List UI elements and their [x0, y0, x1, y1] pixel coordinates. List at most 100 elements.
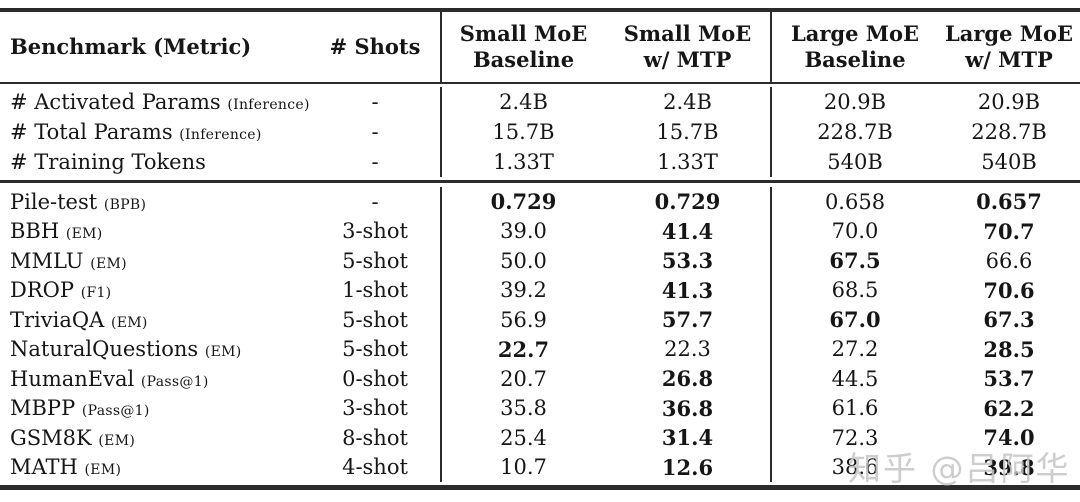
shots-cell: 5-shot	[342, 307, 408, 332]
shots-cell: -	[371, 90, 379, 114]
column-header-line2: w/ MTP	[643, 47, 732, 72]
small-moe-baseline-cell: 15.7B	[440, 117, 605, 147]
large-moe-baseline-cell: 70.0	[770, 216, 938, 246]
benchmark-name: GSM8K	[10, 425, 92, 450]
column-header-line2: Baseline	[472, 47, 575, 72]
large-moe-baseline-cell: 67.5	[770, 246, 938, 276]
small-moe-mtp-cell: 15.7B	[656, 120, 719, 144]
row-label: Pile-test (BPB)	[0, 190, 310, 214]
column-header-large-moe-baseline: Large MoE Baseline	[770, 12, 938, 82]
large-moe-mtp-cell: 74.0	[983, 425, 1035, 451]
row-label: MMLU (EM)	[0, 249, 310, 273]
shots-cell: 4-shot	[342, 455, 408, 480]
large-moe-mtp-cell: 70.6	[983, 277, 1035, 303]
small-moe-mtp-cell: 26.8	[661, 366, 714, 392]
large-moe-baseline-cell: 27.2	[770, 334, 938, 364]
large-moe-mtp-cell: 39.8	[983, 454, 1035, 480]
benchmark-metric: (EM)	[98, 432, 136, 449]
shots-cell: 3-shot	[342, 396, 408, 421]
small-moe-baseline-cell: 2.4B	[440, 87, 605, 117]
column-header-line1: Large MoE	[944, 20, 1074, 46]
benchmark-name: BBH	[10, 219, 60, 244]
column-header-line1: Large MoE	[790, 20, 920, 46]
column-header-line2: Baseline	[804, 47, 906, 72]
small-moe-baseline-cell: 20.7	[440, 364, 605, 394]
table-row: MATH (EM) 4-shot 10.7 12.6 38.6 39.8	[0, 452, 1080, 482]
small-moe-baseline-cell: 10.7	[440, 452, 605, 482]
large-moe-mtp-cell: 28.5	[983, 336, 1035, 362]
table-row: GSM8K (EM) 8-shot 25.4 31.4 72.3 74.0	[0, 423, 1080, 453]
benchmark-name: # Activated Params	[10, 90, 221, 114]
small-moe-baseline-cell: 25.4	[440, 423, 605, 453]
large-moe-mtp-cell: 67.3	[983, 307, 1035, 333]
column-header-benchmark-metric: Benchmark (Metric)	[10, 33, 252, 59]
row-label: GSM8K (EM)	[0, 426, 310, 450]
row-label: DROP (F1)	[0, 278, 310, 302]
small-moe-mtp-cell: 53.3	[661, 248, 714, 274]
small-moe-mtp-cell: 1.33T	[657, 150, 718, 174]
large-moe-mtp-cell: 20.9B	[977, 90, 1041, 114]
large-moe-mtp-cell: 62.2	[983, 395, 1035, 421]
small-moe-mtp-cell: 41.4	[661, 218, 714, 244]
benchmark-metric: (BPB)	[103, 196, 147, 213]
large-moe-baseline-cell: 228.7B	[770, 117, 938, 147]
column-header-line2: w/ MTP	[965, 47, 1053, 72]
small-moe-mtp-cell: 36.8	[661, 395, 714, 421]
table-row: DROP (F1) 1-shot 39.2 41.3 68.5 70.6	[0, 275, 1080, 305]
row-label: MATH (EM)	[0, 455, 310, 479]
column-header-line1: Small MoE	[459, 20, 588, 46]
benchmark-name: MATH	[10, 455, 78, 480]
small-moe-baseline-cell: 0.729	[440, 187, 605, 217]
row-label: # Activated Params (Inference)	[0, 90, 310, 114]
small-moe-mtp-cell: 31.4	[661, 425, 714, 451]
row-label: # Total Params (Inference)	[0, 120, 310, 144]
row-label: TriviaQA (EM)	[0, 308, 310, 332]
table-header-row: Benchmark (Metric) # Shots Small MoE Bas…	[0, 12, 1080, 82]
benchmark-metric: (Pass@1)	[140, 373, 209, 390]
small-moe-mtp-cell: 0.729	[654, 189, 721, 215]
large-moe-mtp-cell: 540B	[981, 150, 1037, 174]
benchmark-name: HumanEval	[10, 366, 135, 391]
large-moe-mtp-cell: 53.7	[983, 366, 1035, 392]
benchmark-metric: (EM)	[90, 255, 127, 272]
large-moe-mtp-cell: 70.7	[983, 218, 1035, 244]
large-moe-mtp-cell: 228.7B	[971, 120, 1047, 144]
small-moe-baseline-cell: 22.7	[440, 334, 605, 364]
large-moe-baseline-cell: 20.9B	[770, 87, 938, 117]
table-row: # Training Tokens - 1.33T 1.33T 540B 540…	[0, 147, 1080, 177]
header-divider-rule	[0, 82, 1080, 84]
column-header-small-moe-mtp: Small MoE w/ MTP	[605, 21, 770, 74]
shots-cell: -	[371, 150, 379, 174]
large-moe-baseline-cell: 0.658	[770, 187, 938, 217]
row-label: HumanEval (Pass@1)	[0, 367, 310, 391]
benchmark-name: MMLU	[10, 248, 84, 273]
row-label: NaturalQuestions (EM)	[0, 337, 310, 361]
large-moe-mtp-cell: 0.657	[976, 189, 1042, 215]
table-row: MBPP (Pass@1) 3-shot 35.8 36.8 61.6 62.2	[0, 393, 1080, 423]
shots-cell: 0-shot	[342, 366, 408, 391]
row-label: BBH (EM)	[0, 219, 310, 243]
small-moe-mtp-cell: 41.3	[661, 277, 714, 303]
shots-cell: 5-shot	[342, 337, 408, 362]
table-row: BBH (EM) 3-shot 39.0 41.4 70.0 70.7	[0, 216, 1080, 246]
small-moe-mtp-cell: 22.3	[664, 337, 711, 362]
benchmark-metric: (Inference)	[227, 97, 310, 113]
benchmark-metric: (Inference)	[179, 127, 262, 143]
large-moe-baseline-cell: 72.3	[770, 423, 938, 453]
large-moe-baseline-cell: 68.5	[770, 275, 938, 305]
small-moe-baseline-cell: 56.9	[440, 305, 605, 335]
shots-cell: 3-shot	[342, 219, 408, 244]
small-moe-mtp-cell: 12.6	[661, 454, 714, 480]
benchmark-scores-section: Pile-test (BPB) - 0.729 0.729 0.658 0.65…	[0, 183, 1080, 485]
small-moe-mtp-cell: 2.4B	[663, 90, 712, 114]
table-row: # Activated Params (Inference) - 2.4B 2.…	[0, 87, 1080, 117]
table-row: TriviaQA (EM) 5-shot 56.9 57.7 67.0 67.3	[0, 305, 1080, 335]
benchmark-metric: (EM)	[110, 314, 148, 331]
section-divider-rule	[0, 180, 1080, 183]
benchmark-metric: (EM)	[84, 462, 122, 479]
small-moe-baseline-cell: 39.2	[440, 275, 605, 305]
large-moe-baseline-cell: 67.0	[770, 305, 938, 335]
table-row: NaturalQuestions (EM) 5-shot 22.7 22.3 2…	[0, 334, 1080, 364]
benchmark-name: # Total Params	[10, 120, 173, 144]
benchmark-name: Pile-test	[10, 189, 98, 214]
